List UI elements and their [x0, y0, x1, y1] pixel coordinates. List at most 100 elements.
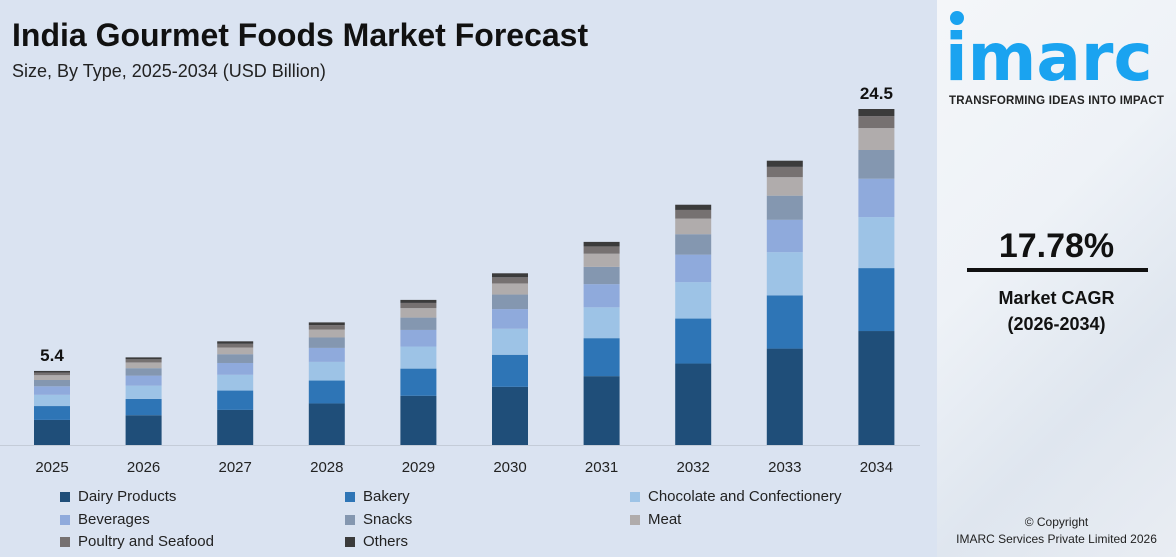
bar-segment-chocolate-and-confectionery-2032	[675, 282, 712, 319]
bar-segment-others-2028	[308, 322, 345, 326]
imarc-logo: imarc	[945, 19, 1153, 96]
bar-segment-bakery-2027	[217, 390, 254, 410]
bar-segment-dairy-products-2026	[125, 415, 162, 445]
legend-swatch	[345, 515, 355, 525]
bar-segment-chocolate-and-confectionery-2028	[308, 361, 345, 381]
bar-segment-dairy-products-2032	[675, 363, 712, 445]
copyright-line2: IMARC Services Private Limited 2026	[956, 532, 1157, 546]
bar-segment-beverages-2028	[308, 347, 345, 362]
bar-segment-snacks-2027	[217, 354, 254, 363]
legend-label: Poultry and Seafood	[78, 533, 214, 550]
brand-tagline: TRANSFORMING IDEAS INTO IMPACT	[949, 95, 1165, 107]
bar-segment-beverages-2032	[675, 254, 712, 283]
bar-segment-bakery-2033	[766, 295, 803, 349]
legend-item: Beverages	[60, 511, 150, 529]
bar-segment-snacks-2026	[125, 368, 162, 376]
bar-segment-snacks-2029	[400, 317, 437, 330]
bar-segment-bakery-2026	[125, 398, 162, 416]
bar-segment-poultry-and-seafood-2032	[675, 209, 712, 219]
cagr-label-text: Market CAGR	[998, 288, 1115, 308]
bar-segment-bakery-2025	[34, 406, 70, 420]
legend-label: Dairy Products	[78, 488, 177, 505]
bar-segment-poultry-and-seafood-2025	[34, 372, 70, 376]
bar-segment-bakery-2034	[858, 268, 895, 332]
bar-segment-poultry-and-seafood-2031	[583, 246, 620, 254]
bar-segment-others-2031	[583, 241, 620, 247]
bar-segment-poultry-and-seafood-2026	[125, 359, 162, 363]
copyright-line1: © Copyright	[1024, 515, 1089, 529]
bar-segment-meat-2033	[766, 177, 803, 196]
legend-item: Others	[345, 533, 408, 551]
x-tick-label: 2030	[493, 459, 526, 476]
legend-label: Chocolate and Confectionery	[648, 488, 842, 505]
bar-segment-dairy-products-2028	[308, 403, 345, 445]
bar-segment-others-2030	[492, 273, 528, 278]
bar-segment-dairy-products-2029	[400, 395, 437, 445]
bar-segment-chocolate-and-confectionery-2025	[34, 394, 70, 407]
legend-item: Dairy Products	[60, 488, 176, 506]
bar-segment-others-2032	[675, 204, 712, 210]
bar-segment-beverages-2031	[583, 284, 620, 308]
logo-dot	[950, 11, 964, 25]
bar-segment-others-2026	[125, 357, 162, 360]
x-tick-label: 2027	[219, 459, 252, 476]
bar-segment-bakery-2029	[400, 368, 437, 396]
data-label: 24.5	[860, 84, 893, 103]
brand-panel: imarc TRANSFORMING IDEAS INTO IMPACT 17.…	[937, 0, 1176, 557]
legend-swatch	[630, 492, 640, 502]
bar-segment-meat-2027	[217, 347, 254, 355]
bar-segment-chocolate-and-confectionery-2029	[400, 346, 437, 369]
bar-segment-meat-2034	[858, 128, 895, 151]
bar-segment-meat-2029	[400, 308, 437, 318]
legend-swatch	[60, 515, 70, 525]
bar-segment-meat-2031	[583, 253, 620, 267]
bar-segment-dairy-products-2030	[492, 386, 528, 445]
x-tick-label: 2026	[127, 459, 160, 476]
bar-segment-poultry-and-seafood-2027	[217, 343, 254, 348]
chart-panel: India Gourmet Foods Market Forecast Size…	[0, 17, 920, 551]
bar-segment-snacks-2034	[858, 150, 895, 179]
x-tick-label: 2029	[402, 459, 435, 476]
bar-segment-beverages-2029	[400, 329, 437, 347]
legend-item: Poultry and Seafood	[60, 533, 214, 551]
bar-segment-others-2033	[766, 160, 803, 167]
x-tick-label: 2031	[585, 459, 618, 476]
bar-segment-dairy-products-2027	[217, 409, 254, 445]
divider	[967, 268, 1148, 272]
bar-segment-snacks-2028	[308, 337, 345, 348]
bar-segment-beverages-2033	[766, 219, 803, 253]
legend-item: Meat	[630, 511, 681, 529]
bar-segment-bakery-2031	[583, 338, 620, 377]
legend-label: Beverages	[78, 511, 150, 528]
cagr-label: Market CAGR (2026-2034)	[937, 285, 1176, 337]
chart-title: India Gourmet Foods Market Forecast	[12, 17, 589, 53]
bar-segment-chocolate-and-confectionery-2034	[858, 217, 895, 269]
x-tick-label: 2032	[677, 459, 710, 476]
bar-segment-beverages-2034	[858, 178, 895, 218]
bar-segment-dairy-products-2034	[858, 331, 895, 445]
bar-segment-dairy-products-2031	[583, 376, 620, 445]
legend-swatch	[345, 492, 355, 502]
bar-segment-snacks-2025	[34, 379, 70, 387]
x-tick-label: 2033	[768, 459, 801, 476]
bar-segment-chocolate-and-confectionery-2027	[217, 374, 254, 391]
bar-segment-beverages-2026	[125, 375, 162, 386]
data-label: 5.4	[40, 346, 64, 365]
legend-swatch	[60, 492, 70, 502]
x-tick-label: 2034	[860, 459, 893, 476]
bar-segment-chocolate-and-confectionery-2033	[766, 252, 803, 296]
bar-segment-chocolate-and-confectionery-2026	[125, 385, 162, 399]
bar-segment-poultry-and-seafood-2033	[766, 166, 803, 178]
bar-segment-snacks-2032	[675, 234, 712, 255]
legend-item: Snacks	[345, 511, 412, 529]
bar-segment-chocolate-and-confectionery-2031	[583, 307, 620, 339]
cagr-period: (2026-2034)	[1007, 314, 1106, 334]
legend-swatch	[60, 537, 70, 547]
bar-segment-others-2027	[217, 341, 254, 344]
bar-segment-others-2034	[858, 109, 895, 117]
bar-segment-dairy-products-2025	[34, 419, 70, 445]
x-tick-label: 2025	[35, 459, 68, 476]
bar-segment-meat-2028	[308, 329, 345, 338]
legend-label: Snacks	[363, 511, 413, 528]
legend-swatch	[345, 537, 355, 547]
